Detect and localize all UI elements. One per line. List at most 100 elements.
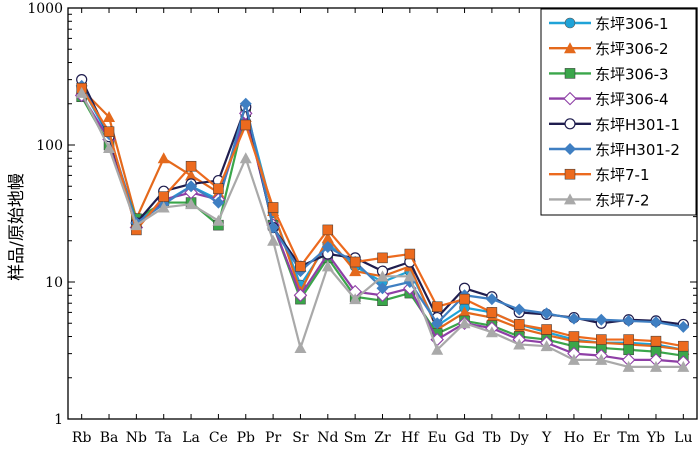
x-tick-label: Nb	[126, 430, 147, 446]
legend-label: 东坪306-2	[595, 40, 669, 58]
data-point	[239, 152, 252, 164]
data-point	[103, 142, 116, 154]
data-point	[267, 202, 279, 213]
data-point	[541, 324, 552, 335]
data-point	[458, 317, 471, 329]
data-point	[349, 256, 361, 268]
data-point	[595, 313, 608, 326]
legend-marker	[564, 68, 576, 79]
x-tick-label: Rb	[72, 430, 92, 446]
data-point	[75, 86, 88, 98]
data-point	[403, 270, 416, 282]
data-point	[650, 335, 662, 347]
x-tick-label: Sm	[344, 430, 367, 446]
data-point	[377, 252, 388, 264]
x-tick-label: Er	[593, 430, 610, 446]
data-point	[431, 317, 444, 330]
data-point	[678, 340, 689, 352]
data-point	[595, 353, 608, 365]
series	[75, 86, 690, 372]
data-point	[212, 196, 225, 209]
legend-label: 东坪7-2	[595, 191, 650, 209]
series-layer	[74, 74, 691, 372]
y-tick-label: 10	[45, 275, 63, 291]
data-point	[459, 293, 470, 305]
data-point	[185, 198, 198, 210]
data-point	[458, 306, 471, 318]
data-point	[677, 320, 690, 333]
data-point	[185, 169, 198, 181]
y-tick-label: 1000	[27, 1, 63, 17]
data-point	[321, 260, 334, 272]
x-tick-label: Ho	[564, 430, 585, 446]
x-tick-label: Gd	[454, 430, 474, 446]
legend-label: 东坪306-3	[595, 65, 669, 83]
x-tick-label: Dy	[510, 430, 529, 446]
legend-item: 东坪H301-1	[549, 116, 680, 134]
legend-label: 东坪306-4	[595, 91, 669, 109]
data-point	[213, 183, 224, 194]
data-point	[485, 326, 498, 338]
data-point	[485, 293, 498, 306]
x-tick-label: Ba	[100, 430, 119, 446]
legend-label: 东坪306-1	[595, 15, 669, 33]
data-point	[158, 191, 169, 202]
data-point	[622, 360, 635, 372]
data-point	[322, 224, 334, 236]
data-point	[540, 340, 553, 352]
legend-label: 东坪7-1	[595, 166, 650, 184]
x-tick-label: Nd	[317, 430, 338, 446]
data-point	[375, 288, 390, 303]
x-tick-label: Pb	[237, 430, 255, 446]
data-point	[349, 265, 362, 277]
legend-item: 东坪306-2	[549, 40, 669, 58]
data-point	[103, 126, 115, 137]
data-point	[513, 319, 525, 330]
data-point	[349, 293, 362, 305]
data-point	[157, 152, 170, 164]
data-point	[404, 248, 416, 260]
x-tick-label: Lu	[674, 430, 692, 446]
legend-box	[540, 8, 697, 216]
x-tick-label: Ta	[155, 430, 172, 446]
data-point	[431, 343, 444, 355]
legend-marker	[564, 118, 576, 130]
data-point	[157, 201, 170, 213]
legend-item: 东坪7-1	[549, 166, 650, 184]
data-point	[568, 331, 580, 342]
data-point	[240, 119, 252, 131]
x-tick-label: Yb	[646, 430, 665, 446]
data-point	[677, 360, 690, 372]
legend-item: 东坪H301-2	[549, 141, 680, 159]
y-axis-title: 样品/原始地幔	[7, 173, 27, 281]
data-point	[513, 338, 526, 350]
data-point	[596, 334, 607, 345]
x-tick-label: Tb	[483, 430, 501, 446]
x-tick-label: Sr	[292, 430, 309, 446]
legend-marker	[564, 17, 576, 29]
legend-marker	[564, 193, 576, 205]
data-point	[212, 214, 225, 226]
legend-label: 东坪H301-2	[595, 141, 680, 159]
x-tick-label: Eu	[428, 430, 447, 446]
data-point	[267, 234, 280, 246]
data-point	[376, 282, 389, 295]
legend-label: 东坪H301-1	[595, 116, 680, 134]
legend-item: 东坪306-3	[549, 65, 669, 83]
legend-item: 东坪306-1	[549, 15, 669, 33]
data-point	[513, 303, 526, 316]
data-point	[185, 160, 197, 172]
data-point	[622, 314, 635, 327]
legend-marker	[564, 143, 576, 155]
data-point	[295, 261, 306, 272]
data-point	[540, 307, 553, 320]
data-point	[103, 111, 116, 123]
y-tick-label: 1	[54, 412, 63, 428]
data-point	[567, 312, 580, 325]
legend-item: 东坪7-2	[549, 191, 650, 209]
x-tick-label: Ce	[209, 430, 228, 446]
data-point	[486, 307, 498, 318]
data-point	[185, 180, 198, 193]
data-point	[239, 97, 252, 110]
